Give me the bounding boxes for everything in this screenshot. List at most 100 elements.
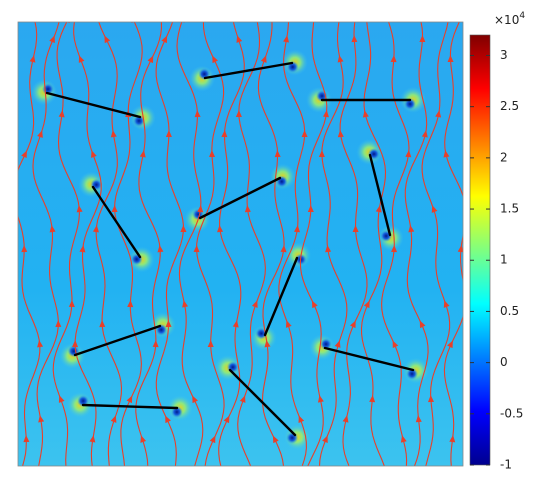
- arrow: [322, 435, 328, 443]
- arrow: [161, 35, 168, 44]
- arrow: [223, 415, 230, 424]
- arrow: [435, 110, 442, 118]
- arrow: [91, 150, 97, 158]
- streamline: [237, 22, 266, 466]
- arrow: [79, 245, 86, 253]
- arrow: [197, 205, 204, 213]
- arrow: [139, 150, 146, 158]
- arrow: [352, 225, 359, 233]
- arrow: [307, 205, 314, 213]
- arrow: [449, 435, 456, 443]
- arrow: [55, 320, 62, 328]
- arrow: [294, 225, 300, 233]
- arrow: [443, 300, 450, 308]
- arrow: [363, 22, 370, 23]
- streamline: [73, 22, 102, 466]
- arrow: [317, 395, 324, 403]
- arrow: [375, 205, 382, 213]
- arrow: [390, 55, 397, 63]
- arrow: [427, 395, 434, 403]
- arrow: [89, 435, 96, 443]
- arrow: [351, 35, 358, 43]
- colorbar: [469, 34, 491, 466]
- arrow: [193, 245, 200, 253]
- streamline: [95, 22, 123, 466]
- cold-spot: [130, 253, 143, 266]
- arrow: [311, 300, 318, 309]
- arrow: [21, 245, 28, 253]
- streamline: [339, 22, 368, 466]
- needle: [81, 403, 179, 410]
- arrow: [391, 245, 398, 253]
- tick-label: 1.5: [500, 202, 519, 216]
- arrow: [68, 300, 75, 308]
- arrow: [140, 435, 147, 443]
- tick-label: 0: [500, 355, 508, 369]
- arrow: [408, 225, 415, 233]
- arrow: [72, 340, 79, 348]
- arrow: [37, 130, 43, 138]
- arrow: [350, 320, 356, 329]
- arrow: [421, 130, 428, 138]
- arrow: [264, 340, 271, 348]
- arrow: [274, 150, 281, 158]
- arrow: [301, 130, 308, 138]
- cold-spot: [275, 175, 288, 188]
- streamline: [421, 22, 451, 466]
- arrow: [272, 435, 279, 444]
- needle: [45, 91, 142, 119]
- exponent: 4: [519, 11, 525, 21]
- tick-label: 1: [500, 253, 508, 267]
- streamline: [18, 22, 41, 466]
- arrow: [323, 110, 329, 118]
- arrow: [147, 55, 154, 64]
- cold-spot: [133, 114, 146, 127]
- tick-label: 0.5: [500, 304, 519, 318]
- arrow: [110, 415, 117, 423]
- arrow: [400, 435, 407, 443]
- arrow: [37, 340, 44, 348]
- streamline: [278, 22, 307, 466]
- arrow: [78, 55, 85, 63]
- arrow: [58, 395, 65, 403]
- needle: [198, 176, 282, 220]
- arrow: [310, 22, 317, 23]
- arrow: [99, 320, 106, 328]
- arrow: [447, 340, 453, 349]
- arrow: [337, 130, 344, 138]
- cold-spot: [319, 338, 332, 351]
- arrow: [431, 205, 438, 213]
- streamline: [32, 22, 60, 466]
- streamline: [135, 22, 163, 466]
- multiplier: ×10: [494, 13, 519, 27]
- arrow: [251, 300, 258, 308]
- arrow: [29, 55, 36, 63]
- arrow: [244, 205, 251, 213]
- arrow: [92, 225, 99, 233]
- streamline: [176, 22, 204, 466]
- tick-label: 2: [500, 150, 508, 164]
- needle: [91, 185, 142, 259]
- needle: [263, 256, 299, 337]
- streamline: [196, 22, 225, 466]
- streamline: [381, 22, 410, 466]
- arrow: [334, 340, 341, 348]
- arrow: [405, 150, 412, 158]
- arrow: [283, 35, 290, 43]
- arrow: [111, 205, 118, 213]
- arrow: [207, 340, 214, 348]
- arrow: [217, 225, 224, 233]
- arrow: [165, 320, 172, 328]
- arrow: [165, 415, 171, 424]
- arrow: [280, 245, 287, 253]
- arrow: [104, 35, 111, 44]
- arrow: [49, 35, 55, 43]
- arrow: [209, 150, 216, 158]
- arrow: [363, 300, 370, 309]
- arrow: [254, 22, 261, 23]
- arrow: [419, 35, 426, 43]
- arrow: [110, 130, 117, 138]
- arrow: [298, 415, 305, 423]
- needle: [228, 368, 297, 437]
- arrow: [285, 320, 292, 328]
